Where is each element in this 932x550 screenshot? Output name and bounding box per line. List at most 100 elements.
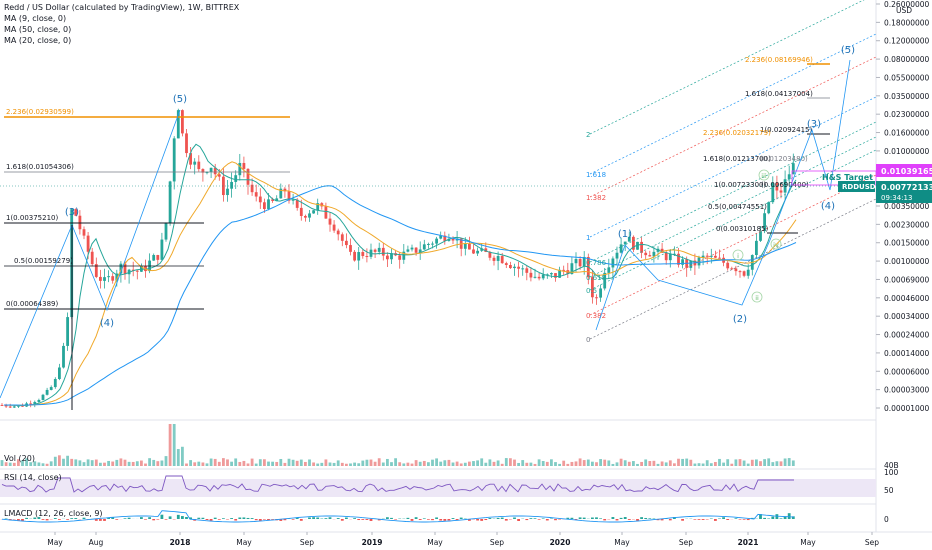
pitchfork-level-label: 0.618	[586, 274, 606, 282]
lmacd-bar	[775, 514, 779, 519]
volume-bar	[312, 462, 315, 466]
volume-bar	[381, 462, 385, 466]
candle-body	[545, 274, 549, 276]
volume-bar	[12, 462, 16, 466]
lmacd-bar	[115, 519, 119, 520]
vol-pane-label[interactable]: Vol (20)	[4, 454, 35, 463]
volume-bar	[459, 463, 463, 466]
lmacd-bar	[406, 517, 410, 519]
volume-bar	[402, 463, 406, 466]
candle-body	[4, 405, 8, 407]
lmacd-bar	[33, 517, 37, 519]
candle-body	[533, 276, 537, 278]
lmacd-bar	[340, 519, 344, 521]
legend-ma20[interactable]: MA (20, close, 0)	[4, 36, 72, 45]
lmacd-bar	[308, 517, 311, 519]
lmacd-bar	[484, 519, 488, 521]
candle-body	[537, 276, 541, 279]
candle-body	[709, 255, 713, 257]
lmacd-bar	[611, 517, 615, 519]
lmacd-bar	[697, 519, 701, 520]
candle-body	[217, 174, 221, 177]
candle-body	[689, 260, 693, 268]
candle-body	[242, 162, 246, 169]
lmacd-bar	[746, 519, 750, 521]
lmacd-bar	[660, 519, 664, 521]
candle-body	[779, 190, 783, 193]
lmacd-bar	[74, 518, 78, 519]
volume-bar	[222, 458, 225, 466]
candle-body	[504, 263, 508, 266]
volume-bar	[541, 460, 545, 466]
volume-bar	[513, 459, 516, 466]
rsi-pane-label[interactable]: RSI (14, close)	[4, 473, 62, 482]
lmacd-bar	[480, 519, 484, 521]
lmacd-pane-label[interactable]: LMACD (12, 26, close, 9)	[4, 509, 103, 518]
volume-bar	[722, 462, 725, 466]
legend-ma50[interactable]: MA (50, close, 0)	[4, 25, 72, 34]
lmacd-bar	[25, 517, 28, 519]
volume-bar	[545, 461, 549, 466]
volume-bar	[164, 456, 168, 466]
volume-bar	[443, 460, 447, 466]
volume-bar	[131, 461, 135, 466]
volume-bar	[673, 463, 676, 466]
rsi-axis-50: 50	[884, 486, 894, 495]
volume-bar	[291, 459, 295, 466]
hs-target-price-bg	[876, 164, 932, 177]
lmacd-bar	[525, 519, 529, 521]
volume-bar	[181, 446, 184, 466]
ma20-line	[4, 161, 797, 406]
chart-legend: Redd / US Dollar (calculated by TradingV…	[4, 2, 239, 46]
lmacd-bar	[439, 519, 443, 521]
volume-bar	[660, 461, 664, 466]
lmacd-bar	[217, 519, 221, 520]
candle-body	[484, 248, 488, 252]
candle-body	[66, 317, 69, 346]
volume-bar	[406, 462, 410, 466]
volume-bar	[636, 463, 639, 466]
fib-s-1b-label: (0.00690400)	[761, 181, 809, 189]
volume-bar	[189, 460, 192, 466]
lmacd-bar	[168, 516, 172, 519]
lmacd-bar	[357, 519, 361, 521]
x-tick-label: Sep	[300, 538, 314, 547]
candle-body	[275, 198, 279, 201]
candle-body	[488, 251, 492, 258]
lmacd-bar	[459, 517, 463, 519]
candle-body	[185, 133, 188, 154]
volume-bar	[427, 462, 430, 466]
candle-body	[550, 273, 553, 275]
volume-bar	[484, 462, 488, 466]
x-tick-label: 2020	[550, 538, 571, 547]
volume-bar	[283, 462, 287, 466]
volume-bar	[435, 458, 438, 466]
candle-body	[152, 255, 156, 261]
legend-title[interactable]: Redd / US Dollar (calculated by TradingV…	[4, 3, 240, 12]
candle-body	[254, 192, 258, 197]
x-tick-label: May	[236, 538, 252, 547]
pitchfork-line	[589, 96, 877, 238]
candle-body	[160, 239, 164, 260]
lmacd-bar	[734, 518, 738, 519]
volume-bar	[135, 461, 139, 466]
candle-body	[94, 264, 98, 277]
candle-body	[632, 236, 635, 250]
volume-bar	[250, 458, 254, 466]
volume-bar	[156, 461, 160, 466]
candle-body	[263, 202, 266, 210]
candle-body	[234, 175, 238, 182]
volume-bar	[488, 459, 492, 466]
lmacd-bar	[328, 517, 332, 519]
volume-bar	[127, 461, 131, 466]
lmacd-bar	[185, 517, 188, 519]
candle-body	[734, 268, 738, 272]
candle-body	[783, 179, 787, 193]
legend-ma9[interactable]: MA (9, close, 0)	[4, 14, 67, 23]
lmacd-bar	[545, 519, 549, 521]
candle-body	[574, 258, 578, 264]
lmacd-bar	[103, 519, 106, 521]
volume-bar	[328, 462, 332, 466]
lmacd-bar	[94, 519, 98, 521]
